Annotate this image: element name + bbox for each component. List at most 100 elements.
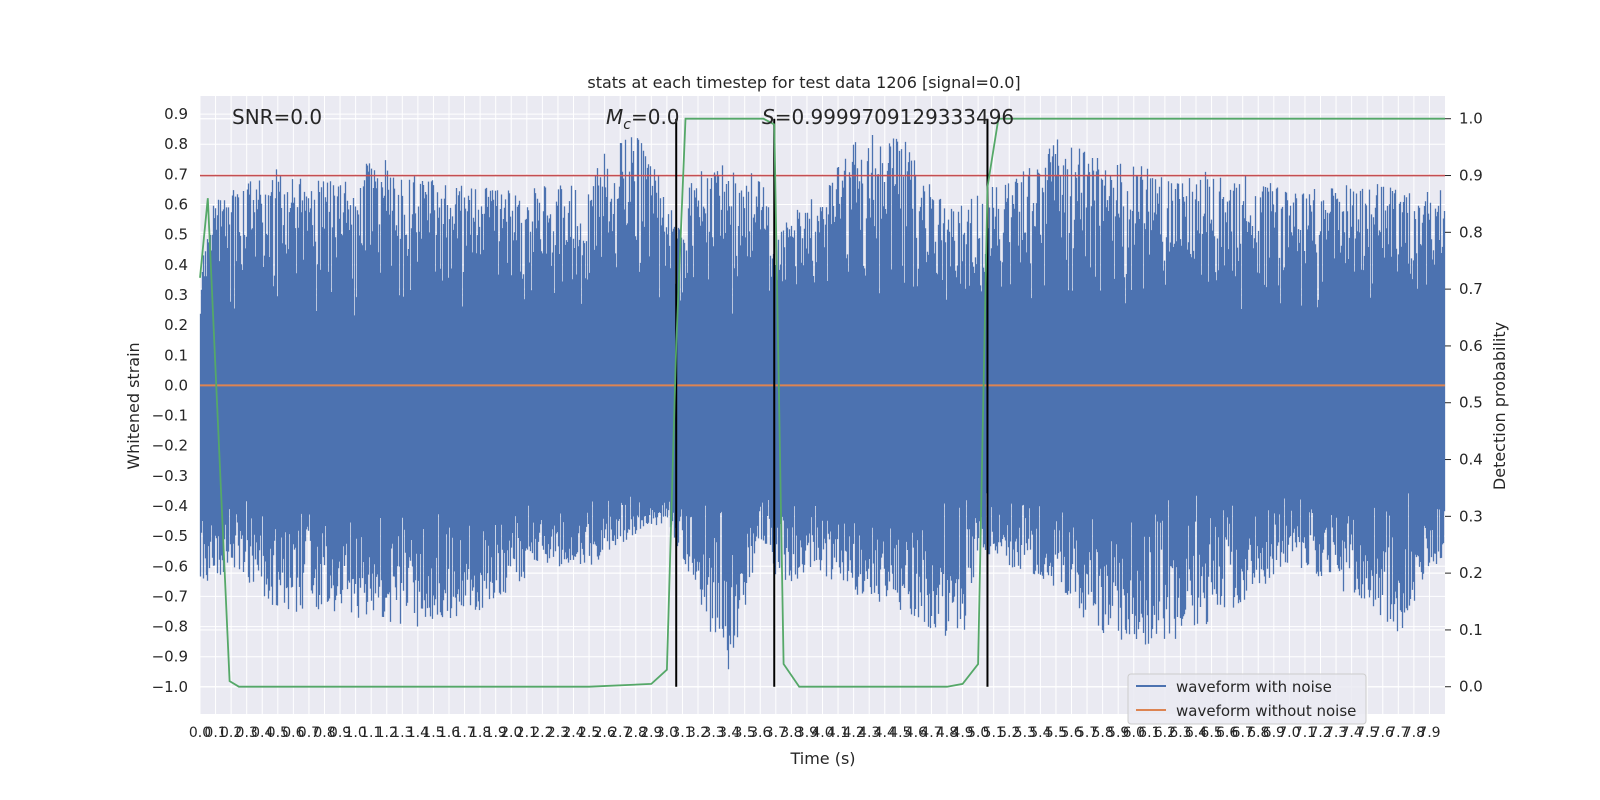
x-tick-label: 5.1 bbox=[983, 725, 1005, 741]
annotation-s: S=0.9999709129333496 bbox=[762, 105, 1014, 129]
x-tick-label: 3.6 bbox=[749, 725, 771, 741]
x-tick-label: 3.5 bbox=[734, 725, 756, 741]
y-tick-label: −1.0 bbox=[152, 678, 188, 696]
x-tick-label: 1.6 bbox=[438, 725, 460, 741]
annotation-snr: SNR=0.0 bbox=[232, 105, 322, 129]
x-tick-label: 7.6 bbox=[1372, 725, 1394, 741]
x-tick-label: 2.4 bbox=[562, 725, 584, 741]
x-tick-label: 5.0 bbox=[967, 725, 989, 741]
x-axis-label: Time (s) bbox=[789, 749, 855, 768]
y-tick-label: 0.2 bbox=[164, 316, 188, 334]
annotation-chirp-mass: Mc=0.0 bbox=[606, 105, 680, 133]
right-axis-ticks: 1.0 0.9 0.8 0.7 0.6 0.5 0.4 0.3 0.2 0.1 0.0 bbox=[1445, 110, 1483, 696]
x-tick-label: 7.7 bbox=[1387, 725, 1409, 741]
x-tick-label: 4.6 bbox=[905, 725, 927, 741]
x-tick-label: 3.4 bbox=[718, 725, 740, 741]
x-tick-label: 7.2 bbox=[1309, 725, 1331, 741]
x-tick-label: 1.4 bbox=[407, 725, 429, 741]
y-tick-label: 0.3 bbox=[164, 286, 188, 304]
x-tick-label: 0.3 bbox=[236, 725, 258, 741]
x-tick-label: 2.8 bbox=[625, 725, 647, 741]
x-tick-label: 7.1 bbox=[1294, 725, 1316, 741]
y-tick-label: −0.3 bbox=[152, 467, 188, 485]
x-tick-label: 1.5 bbox=[422, 725, 444, 741]
y-tick-label: −0.7 bbox=[152, 587, 188, 605]
x-tick-label: 2.6 bbox=[593, 725, 615, 741]
y-tick-label: −0.8 bbox=[152, 618, 188, 636]
x-tick-label: 1.3 bbox=[391, 725, 413, 741]
right-axis-tick-label: 0.7 bbox=[1459, 280, 1483, 298]
x-tick-label: 6.1 bbox=[1138, 725, 1160, 741]
x-tick-label: 5.5 bbox=[1045, 725, 1067, 741]
x-tick-label: 2.2 bbox=[531, 725, 553, 741]
x-tick-label: 0.5 bbox=[267, 725, 289, 741]
legend-label-waveform-without-noise: waveform without noise bbox=[1176, 702, 1356, 720]
annotation-chirp-mass-subscript: c bbox=[623, 117, 631, 133]
x-tick-label: 7.3 bbox=[1325, 725, 1347, 741]
x-axis-ticks: 0.00.10.20.30.40.50.60.70.80.91.01.11.21… bbox=[189, 725, 1441, 741]
x-tick-label: 0.6 bbox=[282, 725, 304, 741]
x-tick-label: 3.2 bbox=[687, 725, 709, 741]
x-tick-label: 3.7 bbox=[765, 725, 787, 741]
right-axis-tick-label: 0.5 bbox=[1459, 394, 1483, 412]
x-tick-label: 0.0 bbox=[189, 725, 211, 741]
x-tick-label: 6.7 bbox=[1232, 725, 1254, 741]
y-tick-label: 0.4 bbox=[164, 256, 188, 274]
y-tick-label: −0.5 bbox=[152, 527, 188, 545]
legend-label-waveform-with-noise: waveform with noise bbox=[1176, 678, 1332, 696]
x-tick-label: 1.1 bbox=[360, 725, 382, 741]
x-tick-label: 3.8 bbox=[780, 725, 802, 741]
x-tick-label: 5.2 bbox=[998, 725, 1020, 741]
y-tick-label: −0.4 bbox=[152, 497, 188, 515]
x-tick-label: 3.9 bbox=[796, 725, 818, 741]
x-tick-label: 4.4 bbox=[874, 725, 896, 741]
y-tick-label: −0.1 bbox=[152, 407, 188, 425]
x-tick-label: 3.0 bbox=[656, 725, 678, 741]
x-tick-label: 2.0 bbox=[500, 725, 522, 741]
x-tick-label: 2.5 bbox=[578, 725, 600, 741]
right-axis-tick-label: 0.1 bbox=[1459, 621, 1483, 639]
x-tick-label: 0.4 bbox=[251, 725, 273, 741]
x-tick-label: 1.9 bbox=[485, 725, 507, 741]
x-tick-label: 6.5 bbox=[1200, 725, 1222, 741]
x-tick-label: 6.3 bbox=[1169, 725, 1191, 741]
x-tick-label: 7.8 bbox=[1403, 725, 1425, 741]
x-tick-label: 0.1 bbox=[204, 725, 226, 741]
legend-box bbox=[1127, 673, 1367, 725]
x-tick-label: 4.7 bbox=[920, 725, 942, 741]
series-waveform-with-noise bbox=[199, 135, 1446, 670]
y-tick-label: 0.8 bbox=[164, 135, 188, 153]
x-tick-label: 5.3 bbox=[1014, 725, 1036, 741]
y-tick-label: 0.9 bbox=[164, 105, 188, 123]
y-tick-label: 0.7 bbox=[164, 165, 188, 183]
noise-trace bbox=[199, 135, 1446, 670]
x-tick-label: 4.0 bbox=[811, 725, 833, 741]
x-tick-label: 4.3 bbox=[858, 725, 880, 741]
x-tick-label: 0.9 bbox=[329, 725, 351, 741]
right-axis-tick-label: 0.8 bbox=[1459, 223, 1483, 241]
annotation-s-symbol: S bbox=[762, 105, 775, 129]
x-tick-label: 5.6 bbox=[1060, 725, 1082, 741]
chart-title: stats at each timestep for test data 120… bbox=[587, 73, 1020, 92]
y-tick-label: −0.9 bbox=[152, 648, 188, 666]
x-tick-label: 6.2 bbox=[1154, 725, 1176, 741]
right-axis-tick-label: 0.0 bbox=[1459, 678, 1483, 696]
x-tick-label: 4.1 bbox=[827, 725, 849, 741]
x-tick-label: 0.2 bbox=[220, 725, 242, 741]
series-detection-probability bbox=[199, 117, 1445, 688]
x-tick-label: 2.3 bbox=[547, 725, 569, 741]
x-tick-label: 4.2 bbox=[842, 725, 864, 741]
x-tick-label: 2.1 bbox=[516, 725, 538, 741]
annotation-chirp-mass-value: =0.0 bbox=[631, 105, 680, 129]
x-tick-label: 4.8 bbox=[936, 725, 958, 741]
x-tick-label: 5.7 bbox=[1076, 725, 1098, 741]
y-axis-label: Whitened strain bbox=[124, 342, 143, 469]
right-axis-tick-label: 0.4 bbox=[1459, 451, 1483, 469]
x-tick-label: 2.7 bbox=[609, 725, 631, 741]
annotation-chirp-mass-symbol: M bbox=[606, 105, 623, 129]
x-tick-label: 1.0 bbox=[344, 725, 366, 741]
y-axis-ticks: 0.9 0.8 0.7 0.6 0.5 0.4 0.3 0.2 0.1 0.0 −0.1 −0.2 −0… bbox=[152, 105, 188, 696]
right-axis-tick-label: 0.3 bbox=[1459, 507, 1483, 525]
x-tick-label: 5.8 bbox=[1091, 725, 1113, 741]
right-axis-tick-label: 0.6 bbox=[1459, 337, 1483, 355]
